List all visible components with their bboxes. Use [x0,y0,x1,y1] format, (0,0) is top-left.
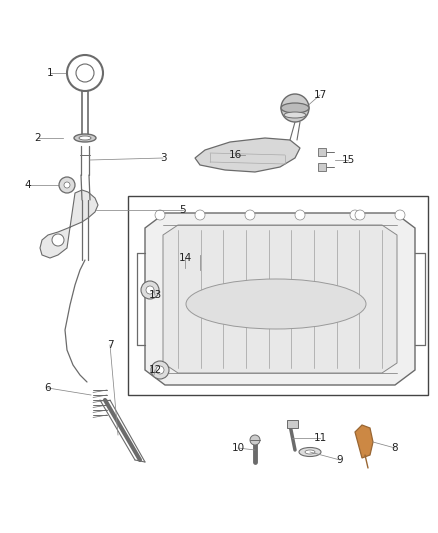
Text: 7: 7 [107,340,113,350]
Circle shape [52,234,64,246]
Ellipse shape [299,448,321,456]
Text: 5: 5 [180,205,186,215]
Text: 6: 6 [45,383,51,393]
Bar [318,163,326,171]
Polygon shape [40,190,98,258]
Circle shape [155,210,165,220]
Circle shape [350,210,360,220]
Text: 15: 15 [341,155,355,165]
Circle shape [76,64,94,82]
Circle shape [141,281,159,299]
Text: 13: 13 [148,290,162,300]
Text: 10: 10 [231,443,244,453]
Circle shape [295,210,305,220]
Circle shape [395,210,405,220]
Text: 2: 2 [35,133,41,143]
Bar [318,148,326,156]
Text: 16: 16 [228,150,242,160]
Text: 4: 4 [25,180,31,190]
Ellipse shape [305,450,315,454]
Circle shape [281,94,309,122]
Text: 14: 14 [178,253,192,263]
Ellipse shape [74,134,96,142]
Text: 3: 3 [160,153,166,163]
Text: 1: 1 [47,68,53,78]
Polygon shape [195,138,300,172]
Polygon shape [145,213,415,385]
Circle shape [151,361,169,379]
Ellipse shape [186,279,366,329]
Circle shape [250,435,260,445]
Ellipse shape [79,136,91,140]
Bar [128,196,428,395]
Polygon shape [163,225,397,373]
Text: 17: 17 [313,90,327,100]
Circle shape [146,286,154,294]
Text: 12: 12 [148,365,162,375]
Circle shape [64,182,70,188]
Circle shape [245,210,255,220]
Circle shape [67,55,103,91]
Circle shape [59,177,75,193]
Circle shape [156,366,164,374]
Circle shape [355,210,365,220]
Circle shape [195,210,205,220]
Bar [287,420,298,428]
Ellipse shape [284,112,306,118]
Text: 11: 11 [313,433,327,443]
Text: 8: 8 [392,443,398,453]
Ellipse shape [281,103,309,113]
Polygon shape [355,425,373,458]
Text: 9: 9 [337,455,343,465]
